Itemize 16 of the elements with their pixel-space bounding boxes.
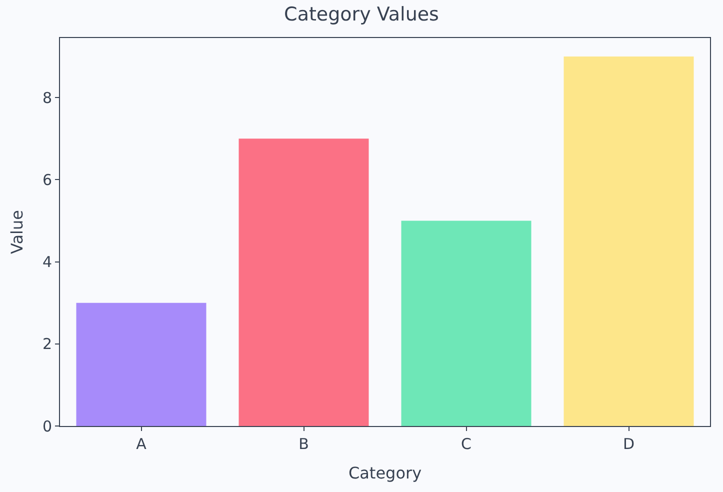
x-tick-label: B [298, 435, 309, 453]
x-tick-label: C [461, 435, 472, 453]
x-tick-label: D [622, 435, 635, 453]
y-tick-label: 4 [42, 253, 52, 272]
bar [238, 138, 369, 426]
bar [401, 220, 532, 426]
x-tick-label: A [136, 435, 148, 453]
y-tick-label: 2 [42, 335, 52, 354]
y-axis-title: Value [7, 210, 26, 254]
y-tick-label: 0 [42, 417, 52, 436]
y-tick-label: 8 [42, 88, 52, 107]
chart-title: Category Values [284, 4, 439, 26]
y-tick-label: 6 [42, 170, 52, 189]
x-axis-title: Category [348, 464, 422, 483]
bar [564, 56, 694, 426]
bar [76, 302, 206, 426]
